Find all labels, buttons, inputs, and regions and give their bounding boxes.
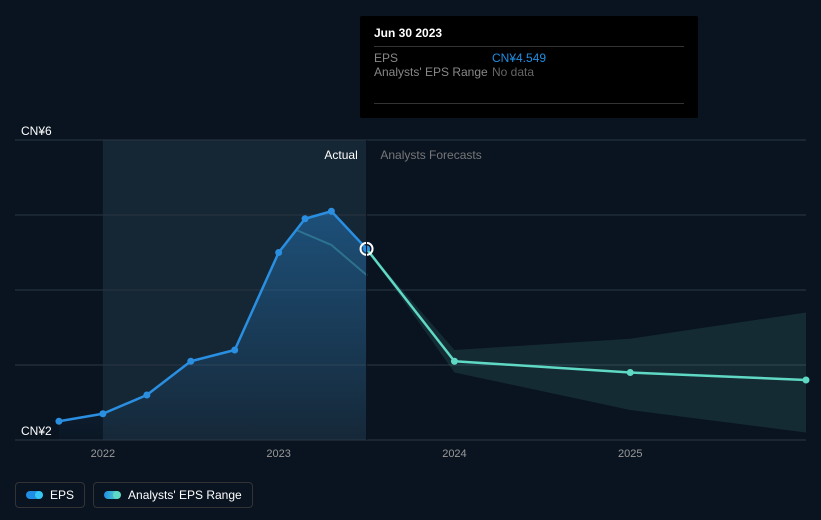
x-axis-tick: 2024 (442, 448, 466, 460)
legend: EPS Analysts' EPS Range (15, 482, 253, 508)
legend-label-range: Analysts' EPS Range (128, 488, 242, 502)
legend-label-eps: EPS (50, 488, 74, 502)
y-axis-label-max: CN¥6 (21, 124, 52, 138)
eps-chart[interactable] (0, 0, 821, 520)
section-label-actual: Actual (308, 148, 358, 162)
legend-swatch-range (104, 491, 120, 499)
x-axis-tick: 2025 (618, 448, 642, 460)
x-axis-tick: 2022 (91, 448, 115, 460)
legend-item-eps[interactable]: EPS (15, 482, 85, 508)
section-label-forecast: Analysts Forecasts (380, 148, 481, 162)
chart-container: Jun 30 2023 EPS CN¥4.549 Analysts' EPS R… (0, 0, 821, 520)
y-axis-label-min: CN¥2 (21, 424, 52, 438)
legend-swatch-eps (26, 491, 42, 499)
legend-item-range[interactable]: Analysts' EPS Range (93, 482, 253, 508)
x-axis-tick: 2023 (266, 448, 290, 460)
